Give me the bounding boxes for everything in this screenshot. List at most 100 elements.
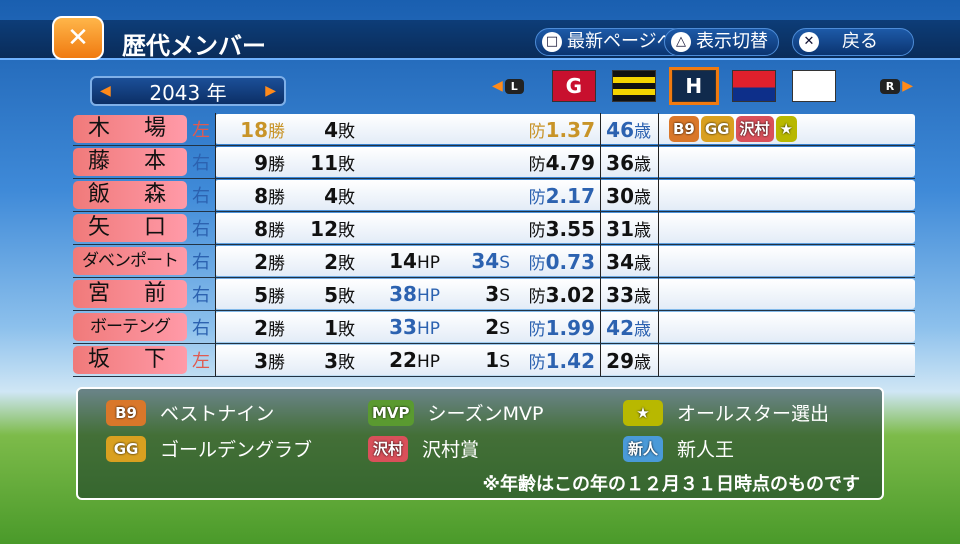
wins-value: 8 [254, 216, 268, 241]
divider [600, 278, 601, 310]
legend-label: 新人王 [677, 439, 735, 461]
losses-unit: 敗 [338, 154, 355, 175]
team-logo-4[interactable] [791, 70, 836, 102]
era-value: 3.55 [545, 216, 595, 241]
losses-value: 12 [310, 216, 338, 241]
losses-unit: 敗 [338, 352, 355, 373]
divider [215, 212, 216, 244]
player-row[interactable]: ダベンポート 右 2勝 2敗 14HP 34S 防0.73 34歳 [73, 245, 915, 278]
button-label: 戻る [842, 31, 878, 52]
award-badge-沢村: 沢村 [735, 116, 774, 142]
era-label: 防 [528, 286, 546, 307]
holds-unit: HP [416, 352, 440, 372]
row-background [215, 180, 915, 210]
holds-value: 38 [389, 282, 417, 306]
era: 防3.55 [510, 216, 595, 241]
right-arrow-icon[interactable]: ▶ [265, 83, 276, 99]
holds-value: 22 [389, 348, 417, 372]
player-row[interactable]: 飯 森 右 8勝 4敗 防2.17 30歳 [73, 179, 915, 212]
divider [658, 212, 659, 244]
era-value: 3.02 [545, 282, 595, 307]
team-logo-1[interactable] [611, 70, 656, 102]
era: 防3.02 [510, 282, 595, 307]
era-value: 4.79 [545, 150, 595, 175]
era-value: 1.42 [545, 348, 595, 373]
holds-unit: HP [416, 319, 440, 339]
era-label: 防 [528, 352, 546, 373]
right-arrow-icon[interactable]: ▶ [902, 78, 914, 94]
legend-badge-icon: MVP [368, 399, 414, 426]
player-row[interactable]: 木 場 左 18勝 4敗 防1.37 46歳 B9 GG 沢村 ★ [73, 113, 915, 146]
losses-unit: 敗 [338, 253, 355, 274]
divider [600, 344, 601, 376]
era-label: 防 [528, 154, 546, 175]
age-value: 36 [606, 150, 634, 175]
saves-unit: S [499, 352, 510, 372]
wins-unit: 勝 [268, 352, 285, 373]
age-value: 30 [606, 183, 634, 208]
age-value: 46 [606, 117, 634, 142]
row-background [215, 345, 915, 375]
losses: 12敗 [285, 216, 355, 241]
era: 防1.99 [510, 315, 595, 340]
throwing-hand: 右 [192, 219, 210, 240]
losses-value: 4 [324, 183, 338, 208]
year-value: 2043 [149, 80, 201, 105]
r-button-icon[interactable]: R [879, 78, 901, 94]
divider [215, 113, 216, 145]
player-row[interactable]: 藤 本 右 9勝 11敗 防4.79 36歳 [73, 146, 915, 179]
holds-unit: HP [416, 286, 440, 306]
wins-unit: 勝 [268, 154, 285, 175]
losses-unit: 敗 [338, 220, 355, 241]
wins-value: 3 [254, 348, 268, 373]
latest-page-button[interactable]: □ 最新ページへ [535, 28, 686, 56]
era-value: 1.37 [545, 117, 595, 142]
holds-value: 33 [389, 315, 417, 339]
l-button-icon[interactable]: L [504, 78, 524, 94]
wins-value: 18 [240, 117, 268, 142]
player-row[interactable]: 宮 前 右 5勝 5敗 38HP 3S 防3.02 33歳 [73, 278, 915, 311]
legend-label: オールスター選出 [677, 403, 830, 425]
player-row[interactable]: 矢 口 右 8勝 12敗 防3.55 31歳 [73, 212, 915, 245]
team-logo-2[interactable]: H [668, 67, 719, 105]
wins: 8勝 [215, 183, 285, 208]
wins-unit: 勝 [268, 286, 285, 307]
age: 30歳 [595, 183, 651, 208]
player-row[interactable]: 坂 下 左 3勝 3敗 22HP 1S 防1.42 29歳 [73, 344, 915, 377]
year-selector[interactable]: ◀ 2043 年 ▶ [90, 76, 286, 106]
team-logo-0[interactable]: G [551, 70, 596, 102]
era-label: 防 [528, 253, 546, 274]
holds-unit: HP [416, 253, 440, 273]
player-name: 坂 下 [73, 346, 187, 374]
left-arrow-icon[interactable]: ◀ [492, 78, 503, 94]
row-background [215, 312, 915, 342]
losses-value: 2 [324, 249, 338, 274]
era-label: 防 [528, 187, 546, 208]
losses: 2敗 [285, 249, 355, 274]
losses-value: 4 [324, 117, 338, 142]
era-label: 防 [528, 319, 546, 340]
divider [600, 146, 601, 178]
age: 33歳 [595, 282, 651, 307]
player-name: 藤 本 [73, 148, 187, 176]
era: 防1.42 [510, 348, 595, 373]
age-unit: 歳 [634, 220, 651, 241]
award-badges: B9 GG 沢村 ★ [669, 116, 797, 142]
toggle-display-button[interactable]: △ 表示切替 [664, 28, 779, 56]
age-value: 42 [606, 315, 634, 340]
divider [658, 278, 659, 310]
back-button[interactable]: ✕ 戻る [792, 28, 914, 56]
team-selector: ◀ L G H R ▶ [492, 67, 914, 105]
legend-badge-icon: B9 [106, 399, 146, 426]
divider [600, 245, 601, 277]
team-logo-3[interactable] [731, 70, 776, 102]
saves: 34S [440, 249, 510, 273]
player-list: 木 場 左 18勝 4敗 防1.37 46歳 B9 GG 沢村 ★ 藤 本 右 9勝 11… [73, 113, 915, 377]
throwing-hand: 左 [192, 351, 210, 372]
saves-unit: S [499, 253, 510, 273]
row-background [215, 213, 915, 243]
award-legend: B9 ベストナイン MVP シーズンMVP ★ オールスター選出 GG ゴールデングラブ 沢村沢… [76, 387, 884, 500]
player-row[interactable]: ボーテング 右 2勝 1敗 33HP 2S 防1.99 42歳 [73, 311, 915, 344]
era-value: 2.17 [545, 183, 595, 208]
left-arrow-icon[interactable]: ◀ [100, 83, 111, 99]
